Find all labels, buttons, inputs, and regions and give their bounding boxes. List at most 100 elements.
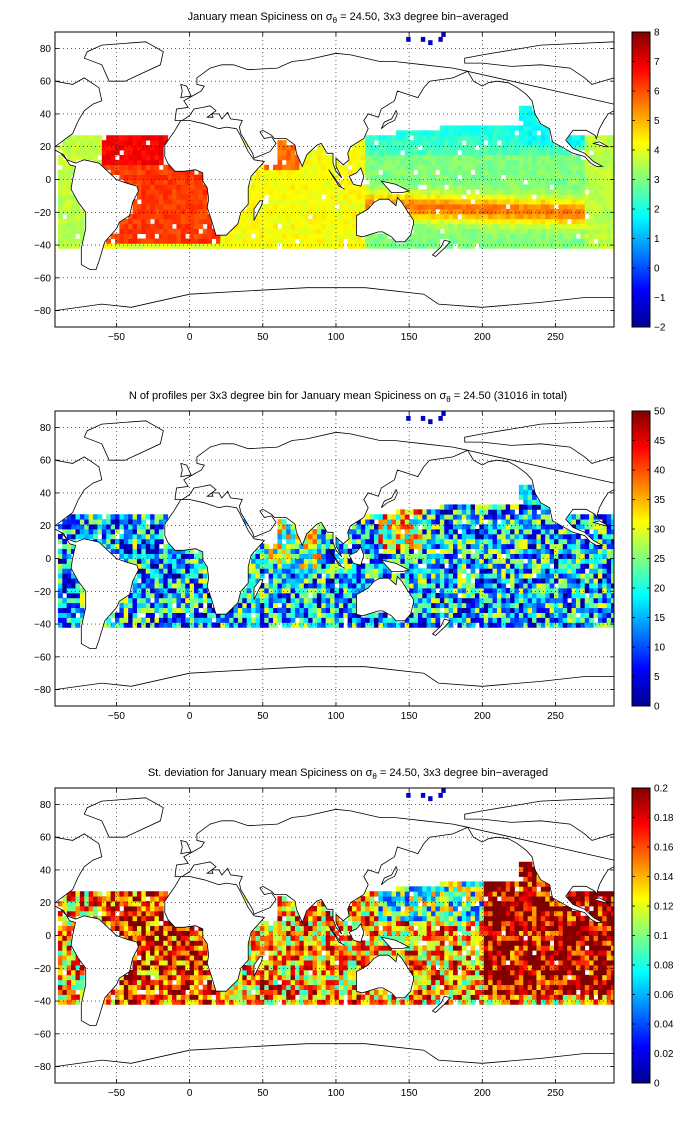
heatmap-cell [343,199,349,205]
heatmap-cell [597,233,603,239]
heatmap-cell [527,592,533,599]
y-tick-label: 80 [40,423,52,434]
heatmap-cell [584,563,590,569]
heatmap-cell [141,617,147,623]
heatmap-cell [321,204,327,210]
heatmap-cell [567,159,572,166]
heatmap-cell [106,529,112,535]
heatmap-cell [123,543,129,550]
heatmap-cell [448,130,454,136]
heatmap-cell [374,543,379,550]
heatmap-cell [391,135,397,141]
heatmap-cell [141,209,147,215]
heatmap-cell [158,597,164,604]
heatmap-cell [158,514,164,520]
heatmap-cell [176,568,182,574]
heatmap-cell [540,592,546,599]
heatmap-cell [246,588,252,594]
heatmap-cell [409,199,414,205]
heatmap-cell [246,563,252,569]
heatmap-cell [474,504,480,510]
heatmap-cell [589,617,594,623]
heatmap-cell [523,130,529,136]
heatmap-cell [167,189,173,195]
heatmap-cell [154,228,160,234]
heatmap-cell [75,906,81,912]
heatmap-cell [584,617,590,623]
heatmap-cell [461,233,467,239]
heatmap-cell [224,238,230,244]
heatmap-cell [325,612,331,618]
heatmap-cell [532,125,537,131]
heatmap-cell [343,233,349,239]
heatmap-cell [338,204,344,210]
heatmap-cell [413,612,419,618]
heatmap-cell [567,548,572,554]
heatmap-cell [483,514,489,520]
x-tick-label: −50 [108,332,125,343]
heatmap-cell [343,194,349,200]
heatmap-cell [115,896,120,902]
heatmap-cell [163,209,169,215]
heatmap-cell [532,548,537,554]
x-tick-label: 50 [257,711,269,722]
heatmap-cell [246,583,252,589]
heatmap-cell [422,164,428,171]
heatmap-cell [66,910,72,917]
heatmap-cell [374,159,379,166]
heatmap-cell [308,558,313,564]
heatmap-cell [365,238,371,244]
heatmap-cell [488,514,493,520]
heatmap-cell [97,145,103,151]
heatmap-cell [453,519,458,525]
heatmap-cell [439,597,445,604]
heatmap-cell [466,563,471,569]
heatmap-cell [400,553,406,559]
heatmap-cell [66,514,72,520]
heatmap-cell [483,169,489,175]
heatmap-cell [145,189,151,195]
heatmap-cell [57,901,63,907]
heatmap-cell [374,533,379,540]
heatmap-cell [290,199,296,205]
heatmap-cell [93,154,98,161]
heatmap-cell [128,243,133,249]
heatmap-cell [299,179,305,185]
heatmap-cell [492,213,498,220]
heatmap-cell [325,573,331,579]
heatmap-cell [549,140,555,146]
heatmap-cell [369,573,375,579]
heatmap-cell [431,145,436,151]
heatmap-cell [145,568,151,574]
heatmap-cell [62,896,68,902]
heatmap-cell [158,223,164,230]
heatmap-cell [97,906,103,912]
heatmap-cell [488,125,493,131]
heatmap-cell [71,140,76,146]
heatmap-cell [611,218,614,225]
heatmap-cell [602,194,608,200]
heatmap-cell [470,243,476,249]
heatmap-cell [365,543,371,550]
heatmap-cell [545,189,551,195]
heatmap-cell [194,597,199,604]
heatmap-cell [431,243,436,249]
heatmap-cell [57,233,63,239]
heatmap-cell [198,213,204,220]
heatmap-cell [435,573,441,579]
heatmap-cell [496,514,502,520]
heatmap-cell [611,558,614,564]
heatmap-cell [202,588,208,594]
heatmap-cell [483,568,489,574]
heatmap-cell [453,548,458,554]
heatmap-cell [606,524,612,530]
heatmap-cell [417,538,423,545]
heatmap-cell [571,169,577,175]
heatmap-cell [308,209,313,215]
heatmap-cell [356,617,362,623]
heatmap-cell [88,533,94,540]
heatmap-cell [132,204,138,210]
heatmap-cell [496,612,502,618]
heatmap-cell [461,189,467,195]
heatmap-cell [264,243,270,249]
